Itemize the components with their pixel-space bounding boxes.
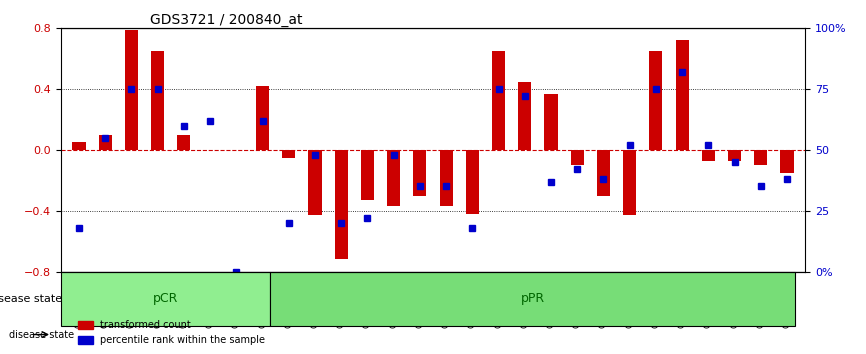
Bar bbox=[597, 150, 610, 196]
Bar bbox=[675, 40, 688, 150]
Bar bbox=[624, 150, 637, 215]
Bar bbox=[256, 86, 269, 150]
Bar bbox=[413, 150, 426, 196]
FancyBboxPatch shape bbox=[270, 272, 795, 326]
Text: disease state: disease state bbox=[9, 330, 74, 339]
Bar bbox=[440, 150, 453, 206]
Bar bbox=[518, 81, 532, 150]
Bar bbox=[178, 135, 191, 150]
Bar bbox=[387, 150, 400, 206]
Text: disease state: disease state bbox=[0, 294, 62, 304]
Bar bbox=[151, 51, 165, 150]
Bar bbox=[73, 142, 86, 150]
Bar bbox=[308, 150, 321, 215]
FancyBboxPatch shape bbox=[61, 272, 270, 326]
Bar bbox=[650, 51, 662, 150]
Bar bbox=[361, 150, 374, 200]
Bar bbox=[282, 150, 295, 158]
Bar bbox=[780, 150, 793, 173]
Bar bbox=[334, 150, 348, 259]
Bar bbox=[99, 135, 112, 150]
Bar bbox=[125, 30, 138, 150]
Text: pPR: pPR bbox=[520, 292, 545, 305]
Text: pCR: pCR bbox=[152, 292, 178, 305]
Bar bbox=[466, 150, 479, 214]
Legend: transformed count, percentile rank within the sample: transformed count, percentile rank withi… bbox=[74, 316, 269, 349]
Bar bbox=[571, 150, 584, 165]
Bar bbox=[754, 150, 767, 165]
Text: GDS3721 / 200840_at: GDS3721 / 200840_at bbox=[150, 13, 302, 27]
Bar bbox=[728, 150, 741, 161]
Bar bbox=[492, 51, 505, 150]
Bar bbox=[701, 150, 715, 161]
Bar bbox=[545, 94, 558, 150]
